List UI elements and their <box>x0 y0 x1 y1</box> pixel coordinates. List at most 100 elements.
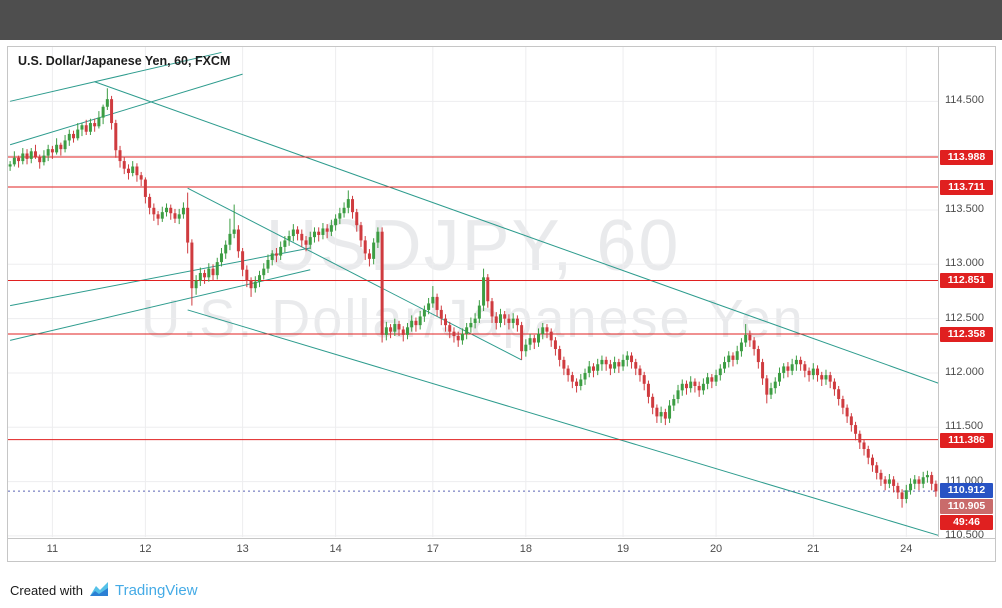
candle <box>401 326 405 342</box>
candle <box>215 257 219 280</box>
candle <box>67 129 71 146</box>
candle <box>608 359 612 376</box>
last-price-tag: 110.912 <box>940 483 993 499</box>
candle <box>266 254 270 273</box>
time-axis[interactable]: 11 12 13 14 17 18 19 20 21 24 <box>8 538 995 561</box>
price-axis[interactable]: 114.500114.000113.500113.000112.500112.0… <box>938 47 995 541</box>
candle <box>367 249 371 267</box>
candle <box>346 190 350 214</box>
candle <box>72 130 76 143</box>
candle <box>372 238 376 265</box>
candle <box>122 156 126 175</box>
candle <box>862 439 866 456</box>
candle <box>600 355 604 371</box>
candle <box>900 489 904 508</box>
candle <box>118 145 122 168</box>
candle <box>693 378 697 393</box>
price-level-tag: 112.851 <box>940 273 993 289</box>
candle <box>816 365 820 382</box>
candle <box>190 239 194 306</box>
candle <box>714 369 718 386</box>
candle <box>338 207 342 225</box>
candle <box>93 118 97 132</box>
candle <box>473 313 477 329</box>
candle <box>515 315 519 332</box>
candle <box>892 476 896 493</box>
candle <box>135 163 139 182</box>
candle <box>139 171 143 187</box>
candle <box>38 154 42 169</box>
trendline <box>94 81 938 384</box>
price-level-tag: 113.988 <box>940 149 993 165</box>
candle <box>105 88 109 111</box>
candle <box>553 337 557 356</box>
candle <box>304 236 308 252</box>
candle <box>646 380 650 404</box>
tradingview-logo-icon[interactable] <box>89 580 109 600</box>
candle <box>596 358 600 376</box>
candle <box>676 384 680 404</box>
candle <box>321 223 325 240</box>
price-axis-label: 112.000 <box>945 365 984 378</box>
candle <box>435 293 439 317</box>
candle <box>46 144 50 162</box>
time-axis-label: 21 <box>807 543 820 555</box>
chart-container: USDJPY, 60 U.S. Dollar/Japanese Yen U.S.… <box>7 46 996 562</box>
candle <box>507 314 511 330</box>
candle <box>777 367 781 386</box>
price-level-tag: 113.711 <box>940 180 993 196</box>
candle <box>342 202 346 218</box>
candle <box>50 145 54 159</box>
candle <box>820 371 824 386</box>
candle <box>359 221 363 247</box>
candle <box>663 408 667 426</box>
time-axis-label: 20 <box>709 543 723 555</box>
candle <box>799 356 803 371</box>
candle <box>879 469 883 486</box>
candle <box>12 151 16 167</box>
candle <box>232 204 236 239</box>
price-pane[interactable]: USDJPY, 60 U.S. Dollar/Japanese Yen U.S.… <box>8 47 938 537</box>
candle <box>334 214 338 231</box>
candle <box>909 478 913 495</box>
candle <box>668 400 672 423</box>
candle <box>258 270 262 288</box>
candle <box>930 471 934 491</box>
candle <box>613 356 617 373</box>
candle <box>583 368 587 385</box>
tradingview-brand-link[interactable]: TradingView <box>114 581 198 599</box>
candle <box>549 328 553 347</box>
trendline <box>10 51 222 102</box>
price-level-tag: 111.386 <box>940 432 993 448</box>
candle <box>465 322 469 340</box>
candle <box>245 265 249 288</box>
time-axis-label: 24 <box>900 543 913 555</box>
candle <box>794 355 798 371</box>
created-with-label: Created with <box>10 582 83 598</box>
chart-legend: U.S. Dollar/Japanese Yen, 60, FXCM <box>18 54 231 68</box>
candle <box>883 476 887 491</box>
candle <box>97 111 101 129</box>
candle <box>845 404 849 423</box>
candle <box>363 236 367 260</box>
candle <box>566 365 570 382</box>
candle <box>456 331 460 347</box>
time-axis-label: 13 <box>236 543 249 555</box>
candle <box>186 192 190 254</box>
candle <box>811 363 815 380</box>
attribution-footer: Created with TradingView <box>10 578 198 602</box>
candle <box>274 247 278 263</box>
candle <box>735 345 739 365</box>
time-axis-label: 18 <box>519 543 532 555</box>
candle <box>925 470 929 483</box>
candle <box>858 430 862 449</box>
candle <box>198 267 202 287</box>
candle <box>638 365 642 382</box>
candle <box>126 164 130 180</box>
candle <box>253 276 257 293</box>
candle <box>393 318 397 337</box>
price-pane-canvas[interactable] <box>8 47 938 537</box>
candle <box>723 356 727 373</box>
candle <box>427 297 431 315</box>
candle <box>621 354 625 371</box>
